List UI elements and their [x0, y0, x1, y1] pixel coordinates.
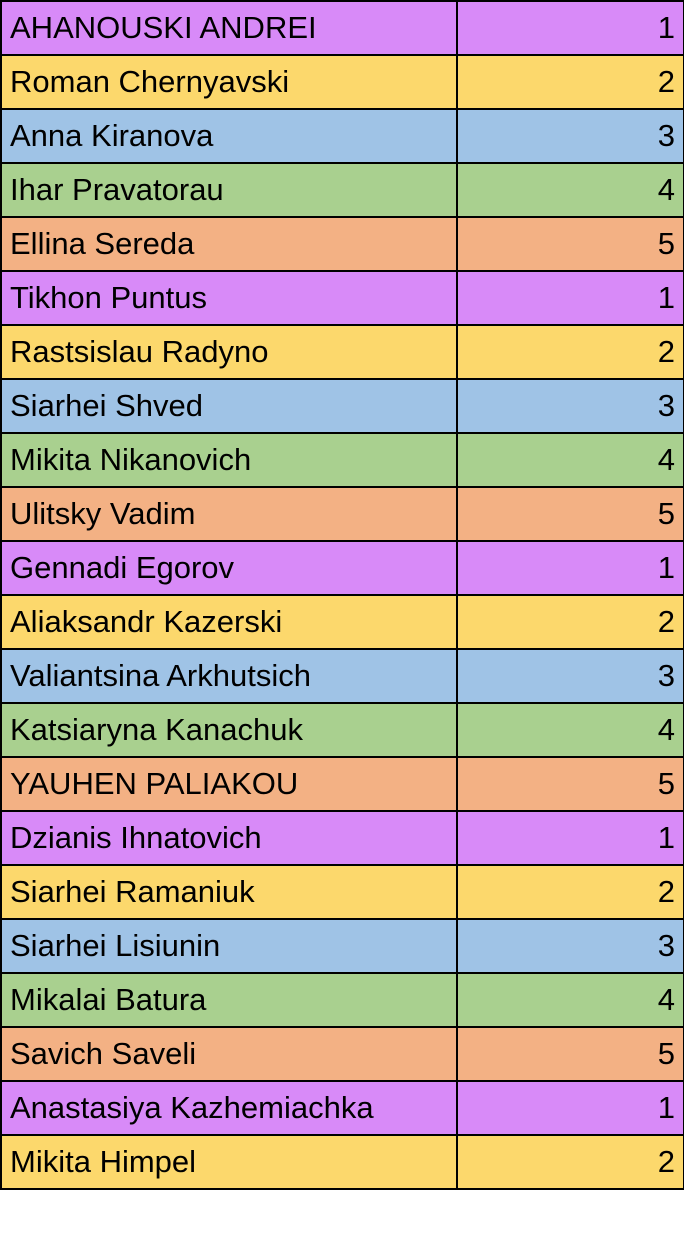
name-cell[interactable]: Katsiaryna Kanachuk: [0, 702, 458, 758]
name-cell[interactable]: Ihar Pravatorau: [0, 162, 458, 218]
name-cell[interactable]: Ulitsky Vadim: [0, 486, 458, 542]
table-row: Ulitsky Vadim 5: [0, 486, 684, 542]
group-number-cell[interactable]: 2: [456, 54, 684, 110]
table-row: Ihar Pravatorau 4: [0, 162, 684, 218]
table-row: Tikhon Puntus 1: [0, 270, 684, 326]
group-number-cell[interactable]: 1: [456, 0, 684, 56]
name-cell[interactable]: Gennadi Egorov: [0, 540, 458, 596]
table-row: Dzianis Ihnatovich 1: [0, 810, 684, 866]
table-row: Ellina Sereda 5: [0, 216, 684, 272]
table-row: Gennadi Egorov 1: [0, 540, 684, 596]
name-cell[interactable]: Savich Saveli: [0, 1026, 458, 1082]
group-number-cell[interactable]: 3: [456, 918, 684, 974]
group-number-cell[interactable]: 1: [456, 540, 684, 596]
table-row: Aliaksandr Kazerski 2: [0, 594, 684, 650]
assignment-table-body: AHANOUSKI ANDREI 1 Roman Chernyavski 2 Anna …: [0, 0, 684, 1190]
name-cell[interactable]: Mikita Nikanovich: [0, 432, 458, 488]
name-cell[interactable]: Valiantsina Arkhutsich: [0, 648, 458, 704]
table-row: Katsiaryna Kanachuk 4: [0, 702, 684, 758]
name-cell[interactable]: Aliaksandr Kazerski: [0, 594, 458, 650]
name-cell[interactable]: Siarhei Ramaniuk: [0, 864, 458, 920]
table-row: Siarhei Lisiunin 3: [0, 918, 684, 974]
group-number-cell[interactable]: 3: [456, 648, 684, 704]
name-cell[interactable]: YAUHEN PALIAKOU: [0, 756, 458, 812]
group-number-cell[interactable]: 5: [456, 216, 684, 272]
name-cell[interactable]: Mikita Himpel: [0, 1134, 458, 1190]
name-cell[interactable]: Ellina Sereda: [0, 216, 458, 272]
table-row: Mikita Himpel 2: [0, 1134, 684, 1190]
group-number-cell[interactable]: 4: [456, 432, 684, 488]
name-cell[interactable]: Siarhei Lisiunin: [0, 918, 458, 974]
name-cell[interactable]: AHANOUSKI ANDREI: [0, 0, 458, 56]
group-number-cell[interactable]: 4: [456, 972, 684, 1028]
group-number-cell[interactable]: 4: [456, 162, 684, 218]
name-cell[interactable]: Siarhei Shved: [0, 378, 458, 434]
group-number-cell[interactable]: 1: [456, 810, 684, 866]
name-cell[interactable]: Anna Kiranova: [0, 108, 458, 164]
name-cell[interactable]: Anastasiya Kazhemiachka: [0, 1080, 458, 1136]
group-number-cell[interactable]: 2: [456, 594, 684, 650]
name-cell[interactable]: Roman Chernyavski: [0, 54, 458, 110]
group-number-cell[interactable]: 2: [456, 324, 684, 380]
group-number-cell[interactable]: 5: [456, 756, 684, 812]
table-row: Anna Kiranova 3: [0, 108, 684, 164]
name-cell[interactable]: Dzianis Ihnatovich: [0, 810, 458, 866]
table-row: Valiantsina Arkhutsich 3: [0, 648, 684, 704]
group-number-cell[interactable]: 4: [456, 702, 684, 758]
group-number-cell[interactable]: 3: [456, 378, 684, 434]
table-row: YAUHEN PALIAKOU 5: [0, 756, 684, 812]
group-number-cell[interactable]: 3: [456, 108, 684, 164]
name-cell[interactable]: Tikhon Puntus: [0, 270, 458, 326]
table-row: Mikalai Batura 4: [0, 972, 684, 1028]
group-number-cell[interactable]: 1: [456, 270, 684, 326]
table-row: Rastsislau Radyno 2: [0, 324, 684, 380]
table-row: Siarhei Shved 3: [0, 378, 684, 434]
group-number-cell[interactable]: 5: [456, 486, 684, 542]
table-row: Savich Saveli 5: [0, 1026, 684, 1082]
table-row: Roman Chernyavski 2: [0, 54, 684, 110]
name-cell[interactable]: Mikalai Batura: [0, 972, 458, 1028]
assignment-table: AHANOUSKI ANDREI 1 Roman Chernyavski 2 Anna …: [0, 0, 684, 1190]
table-row: AHANOUSKI ANDREI 1: [0, 0, 684, 56]
group-number-cell[interactable]: 1: [456, 1080, 684, 1136]
group-number-cell[interactable]: 5: [456, 1026, 684, 1082]
table-row: Anastasiya Kazhemiachka 1: [0, 1080, 684, 1136]
table-row: Mikita Nikanovich 4: [0, 432, 684, 488]
name-cell[interactable]: Rastsislau Radyno: [0, 324, 458, 380]
group-number-cell[interactable]: 2: [456, 1134, 684, 1190]
group-number-cell[interactable]: 2: [456, 864, 684, 920]
table-row: Siarhei Ramaniuk 2: [0, 864, 684, 920]
